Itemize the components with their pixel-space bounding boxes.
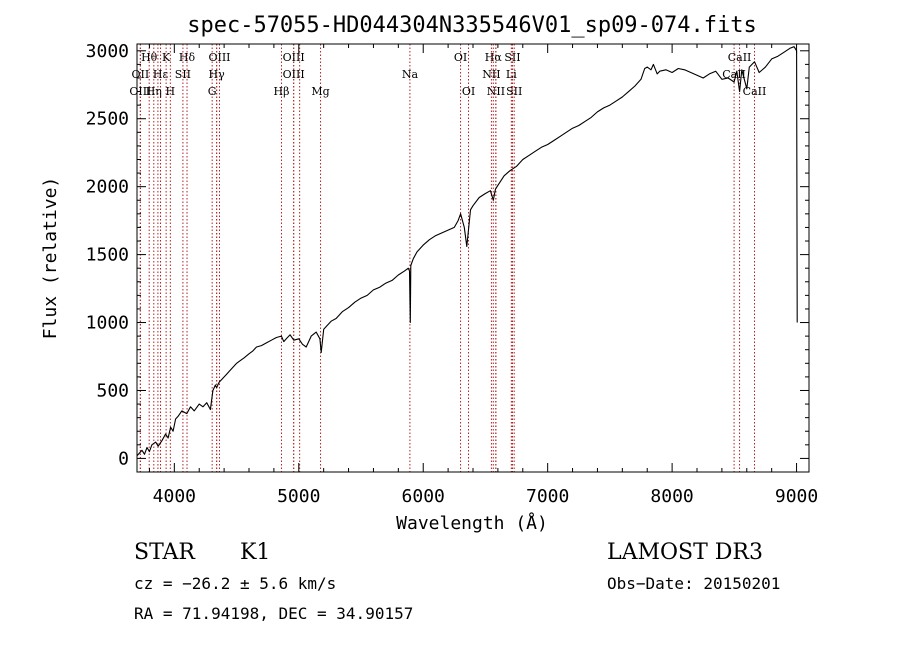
line-label: OIII [283, 68, 305, 81]
line-label: OI [462, 85, 475, 98]
line-label: Hη [146, 85, 162, 98]
spectrum-line [136, 46, 798, 457]
line-label: OIII [208, 51, 230, 64]
line-label: K [162, 51, 171, 64]
y-tick-label: 0 [118, 448, 129, 469]
x-axis-label: Wavelength (Å) [396, 512, 548, 534]
x-axis: 4000 5000 6000 7000 8000 9000 [148, 44, 818, 507]
y-tick-label: 1500 [86, 245, 129, 266]
object-class: STAR [134, 540, 196, 565]
line-label: Hγ [209, 68, 226, 81]
line-label: Hα [485, 51, 503, 64]
line-label: Hε [153, 68, 169, 81]
line-label: OI [454, 51, 467, 64]
redshift-cz: cz = −26.2 ± 5.6 km/s [134, 574, 336, 593]
y-axis-label: Flux (relative) [40, 177, 61, 340]
y-tick-label: 1000 [86, 313, 129, 334]
x-tick-label: 8000 [650, 486, 693, 507]
emission-line-markers [139, 44, 755, 472]
line-label: Mg [311, 85, 329, 98]
y-tick-label: 500 [96, 380, 129, 401]
line-label: SII [504, 51, 520, 64]
x-tick-label: 5000 [277, 486, 320, 507]
line-label: Li [506, 68, 517, 81]
line-label: Hδ [179, 51, 196, 64]
line-label: SII [506, 85, 522, 98]
x-tick-label: 9000 [775, 486, 818, 507]
line-label: SII [175, 68, 191, 81]
y-tick-label: 2500 [86, 109, 129, 130]
sky-coordinates: RA = 71.94198, DEC = 34.90157 [134, 604, 413, 623]
line-label: NII [487, 85, 505, 98]
line-label: NII [482, 68, 500, 81]
line-label: H [166, 85, 176, 98]
line-label: Hβ [274, 85, 290, 98]
x-tick-label: 6000 [402, 486, 445, 507]
y-axis: 0 500 1000 1500 2000 2500 3000 [86, 41, 809, 469]
survey-name: LAMOST DR3 [607, 540, 763, 565]
chart-title: spec-57055-HD044304N335546V01_sp09-074.f… [187, 13, 757, 38]
line-label: CaII [743, 85, 767, 98]
line-label: OII [132, 68, 150, 81]
y-tick-label: 2000 [86, 177, 129, 198]
spectrum-series [136, 46, 798, 457]
line-label: G [208, 85, 217, 98]
line-label: Na [402, 68, 419, 81]
line-label: OIII [283, 51, 305, 64]
line-label: CaII [728, 51, 752, 64]
observation-date: Obs−Date: 20150201 [607, 574, 780, 593]
object-subclass: K1 [240, 540, 270, 565]
line-label: Hθ [141, 51, 158, 64]
x-tick-label: 4000 [153, 486, 196, 507]
y-tick-label: 3000 [86, 41, 129, 62]
x-tick-label: 7000 [526, 486, 569, 507]
